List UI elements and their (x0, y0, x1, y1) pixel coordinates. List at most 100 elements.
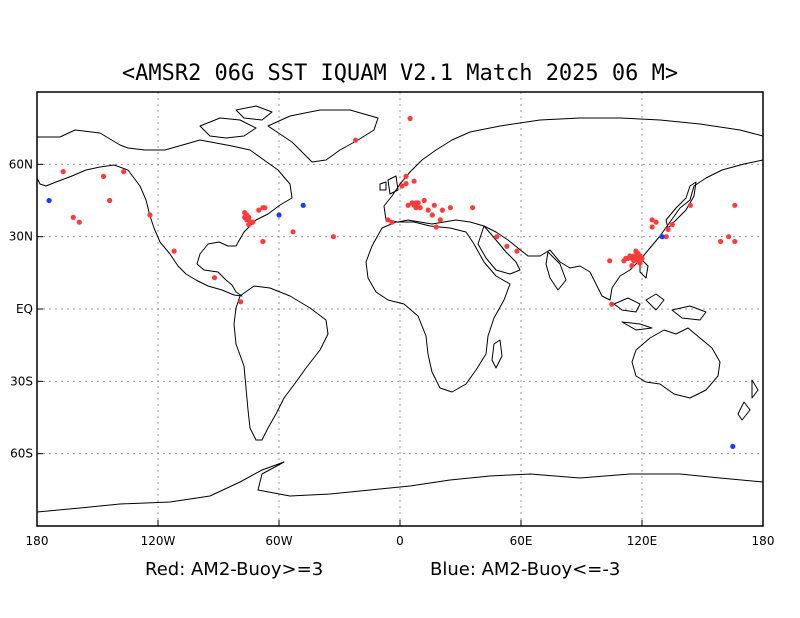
arctic-islands-coastline (199, 105, 273, 139)
red-point (413, 205, 419, 211)
red-point (211, 275, 218, 281)
red-point (732, 238, 738, 245)
x-tick-label: 180 (752, 534, 775, 548)
blue-point (659, 234, 665, 240)
red-point (260, 238, 266, 245)
red-point (262, 205, 268, 211)
red-point (631, 258, 637, 264)
red-point (425, 207, 431, 213)
red-point (514, 248, 520, 254)
red-point (665, 226, 671, 232)
red-point (76, 219, 82, 225)
red-point (403, 173, 409, 179)
red-point (687, 202, 694, 208)
plot-area (36, 91, 764, 527)
legend-red-label: Red: AM2-Buoy>=3 (145, 559, 323, 580)
red-point (353, 137, 359, 143)
red-point (107, 197, 113, 204)
y-tick-label: 30N (9, 230, 33, 244)
madagascar-coastline (491, 339, 503, 369)
red-point (246, 222, 252, 228)
red-point (411, 178, 417, 184)
red-point (389, 219, 395, 225)
red-point (494, 234, 500, 240)
red-point (433, 224, 439, 230)
red-point (609, 301, 615, 307)
red-point (470, 205, 476, 211)
british-isles-coastline (379, 175, 399, 195)
red-point (663, 234, 669, 240)
antarctica-coastline (36, 461, 764, 513)
x-tick-label: 120E (627, 534, 658, 548)
red-point (403, 181, 409, 187)
x-tick-label: 60W (265, 534, 292, 548)
greenland-coastline (267, 109, 379, 163)
x-tick-label: 0 (396, 534, 404, 548)
africa-coastline (365, 221, 511, 393)
blue-point (300, 202, 306, 208)
red-point (726, 234, 732, 240)
red-point (649, 224, 655, 230)
red-point (100, 173, 107, 179)
red-point (417, 205, 423, 211)
red-point (413, 200, 419, 206)
red-point (635, 258, 641, 264)
red-point (439, 207, 445, 213)
red-point (256, 207, 262, 213)
red-point (242, 210, 248, 216)
red-point (649, 217, 655, 223)
red-point (431, 202, 437, 208)
red-point (399, 183, 405, 189)
red-point (653, 219, 659, 225)
red-point (669, 222, 675, 228)
red-point (629, 263, 635, 269)
red-point (147, 212, 153, 218)
gridlines (37, 92, 763, 526)
new-zealand-coastline (737, 379, 759, 421)
red-point (607, 258, 613, 264)
legend-blue-label: Blue: AM2-Buoy<=-3 (430, 559, 620, 580)
red-point (447, 205, 453, 211)
y-axis-ticks: 60N 30N EQ 30S 60S (9, 157, 43, 461)
red-point (429, 212, 435, 218)
red-point (437, 217, 443, 223)
red-point (238, 299, 244, 305)
red-point (504, 243, 510, 249)
australia-coastline (631, 327, 721, 399)
y-tick-label: 60S (10, 447, 33, 461)
x-tick-label: 60E (510, 534, 533, 548)
arabia-india-coastline (477, 225, 567, 291)
blue-point (730, 443, 736, 449)
red-point (718, 238, 724, 245)
x-tick-label: 120W (141, 534, 176, 548)
blue-point (46, 197, 52, 204)
y-tick-label: 60N (9, 157, 33, 171)
red-point (405, 202, 411, 208)
red-point (633, 248, 639, 254)
red-point (290, 229, 296, 235)
y-tick-label: 30S (10, 374, 33, 388)
southeast-asia-islands-coastline (613, 257, 707, 331)
red-point (244, 217, 250, 223)
red-point (171, 248, 177, 254)
red-point (407, 115, 413, 122)
blue-point (276, 212, 282, 218)
red-point (250, 219, 256, 225)
eurasia-coastline (383, 117, 764, 301)
red-point (70, 214, 76, 220)
north-america-coastline (36, 129, 293, 297)
data-points (46, 115, 738, 449)
coastlines (36, 105, 764, 513)
red-point (121, 169, 127, 175)
red-point (732, 202, 738, 208)
red-point (330, 234, 336, 240)
x-axis-ticks: 180 120W 60W 0 60E 120E 180 (26, 520, 775, 548)
red-point (60, 169, 66, 175)
y-tick-label: EQ (16, 302, 33, 316)
red-point (385, 217, 391, 223)
red-point (637, 253, 643, 259)
chart-title: <AMSR2 06G SST IQUAM V2.1 Match 2025 06 … (122, 61, 678, 86)
x-tick-label: 180 (26, 534, 49, 548)
red-point (421, 197, 427, 204)
